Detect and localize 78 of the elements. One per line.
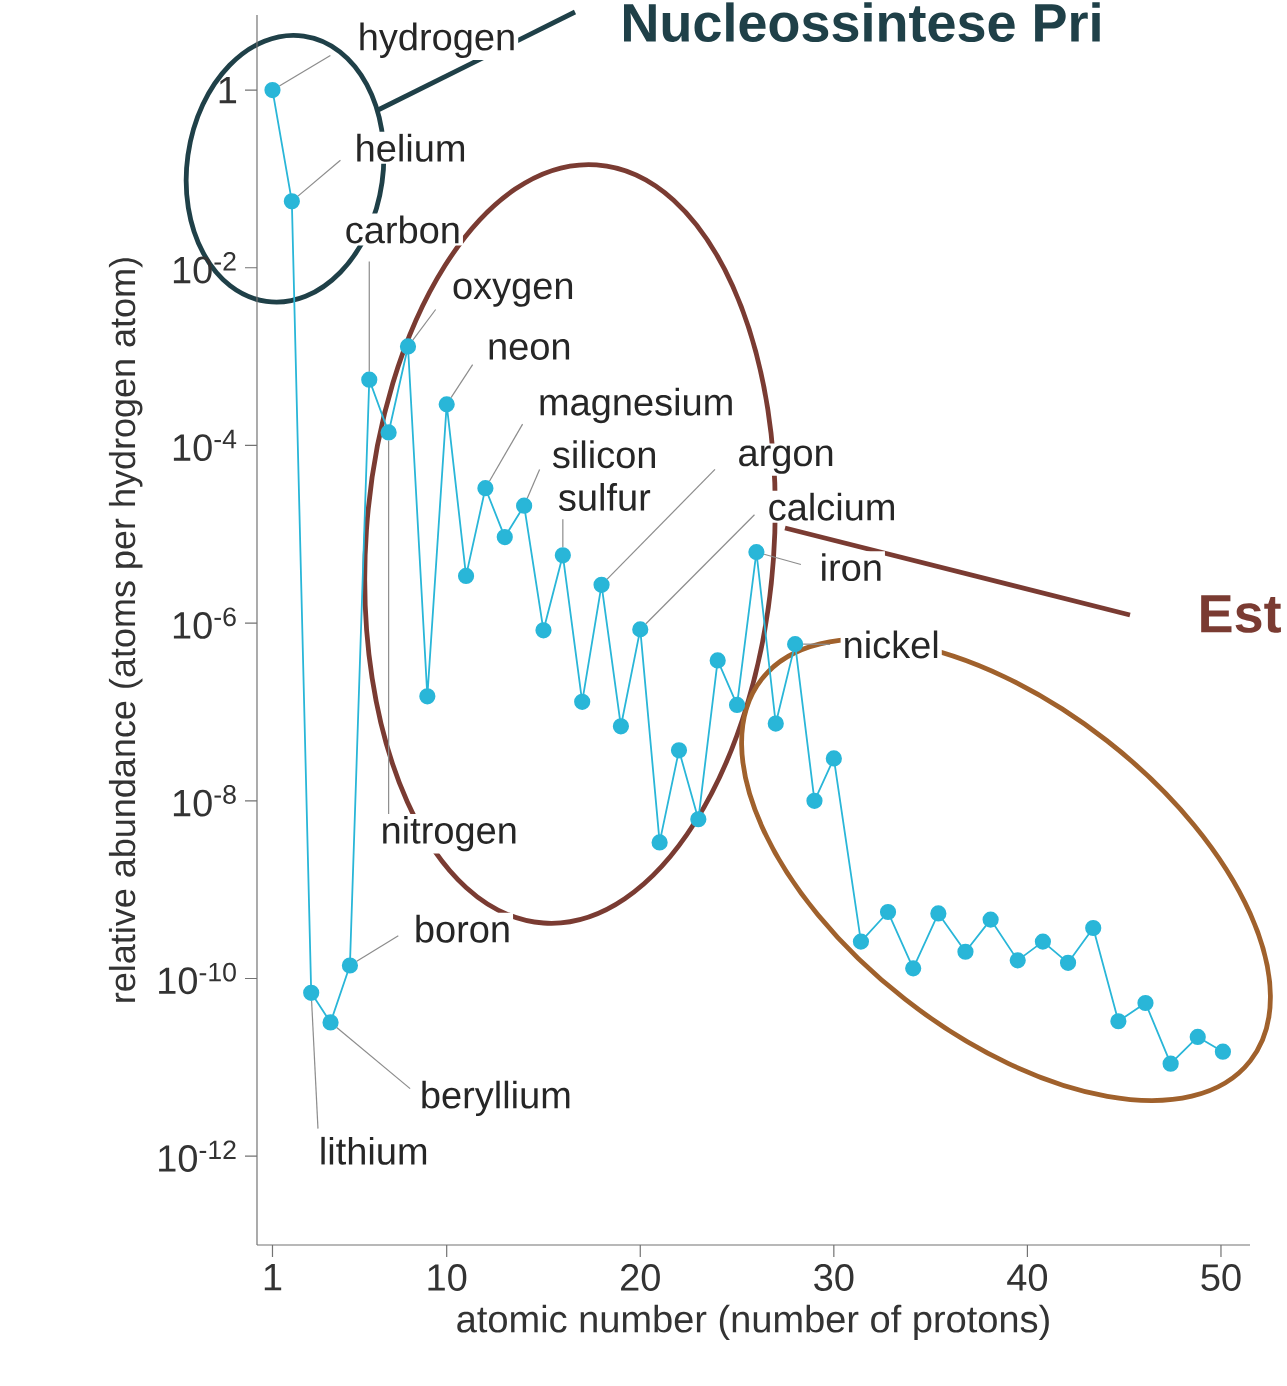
annotation: nickel: [845, 630, 938, 659]
point: [632, 621, 649, 638]
annotation: boron: [416, 914, 509, 943]
annotation: helium: [357, 133, 465, 162]
point: [341, 957, 359, 974]
point: [806, 792, 823, 809]
point: [930, 905, 947, 922]
annotation: Est: [1201, 595, 1281, 633]
point: [957, 943, 974, 960]
point: [905, 960, 922, 977]
point: [380, 424, 397, 441]
point: [852, 933, 870, 950]
x-tick-label: 50: [1201, 1264, 1241, 1291]
point: [303, 984, 320, 1001]
annotation: carbon: [346, 215, 459, 244]
point: [361, 371, 378, 388]
annotation: oxygen: [453, 278, 573, 307]
point: [516, 497, 533, 514]
point: [690, 811, 707, 828]
point: [457, 567, 475, 585]
point: [438, 396, 455, 413]
annotation: hydrogen: [360, 22, 514, 59]
x-axis-title: atomic number (number of protons): [457, 1304, 1049, 1341]
point: [535, 622, 552, 639]
point: [1137, 994, 1154, 1012]
point: [554, 547, 571, 564]
y-axis-title: relative abundance (atoms per hydrogen atom): [108, 258, 143, 1002]
annotation: Nucleossintese Pri: [624, 2, 1100, 43]
y-tick-label: 10$^{-4}$: [173, 429, 237, 462]
point: [748, 544, 765, 561]
x-tick-label: 40: [1007, 1264, 1048, 1291]
point: [283, 193, 300, 210]
point: [264, 81, 281, 99]
annotation: beryllium: [422, 1080, 570, 1117]
point: [496, 528, 513, 546]
point: [322, 1014, 339, 1031]
y-tick-label: 10$^{-8}$: [173, 785, 236, 817]
y-tick-label: 1: [219, 77, 237, 104]
annotation: calcium: [769, 492, 894, 521]
point: [767, 715, 784, 732]
annotation: iron: [822, 553, 881, 582]
point: [709, 652, 726, 669]
point: [1034, 933, 1051, 950]
annotation: magnesium: [540, 387, 732, 424]
y-tick-label: 10$^{-6}$: [173, 607, 236, 639]
y-tick-label: 10$^{-2}$: [173, 252, 236, 284]
annotation: argon: [739, 445, 833, 474]
x-tick-label: 30: [814, 1264, 854, 1291]
point: [612, 718, 630, 735]
annotation: sulfur: [558, 483, 651, 511]
annotation: lithium: [321, 1136, 427, 1165]
point: [1110, 1013, 1127, 1030]
point: [1214, 1043, 1231, 1060]
point: [1085, 919, 1102, 937]
point: [1009, 952, 1026, 969]
point: [879, 903, 897, 921]
point: [419, 688, 436, 705]
annotation: nitrogen: [383, 815, 516, 852]
point: [477, 480, 494, 497]
point: [1059, 954, 1077, 971]
point: [982, 911, 999, 928]
annotation: silicon: [552, 440, 655, 469]
point: [670, 742, 688, 759]
annotation: neon: [489, 339, 570, 360]
y-tick-label: 10$^{-10}$: [159, 962, 236, 995]
point: [651, 834, 668, 851]
point: [728, 696, 746, 714]
point: [574, 693, 591, 710]
x-tick-label: 1: [264, 1264, 282, 1291]
point: [787, 636, 804, 653]
x-tick-label: 10: [428, 1264, 467, 1291]
point: [825, 750, 842, 767]
point: [1162, 1055, 1179, 1072]
point: [1189, 1028, 1206, 1045]
y-tick-label: 10$^{-12}$: [159, 1140, 236, 1172]
x-tick-label: 20: [621, 1264, 660, 1291]
point: [593, 576, 610, 593]
point: [399, 338, 417, 355]
